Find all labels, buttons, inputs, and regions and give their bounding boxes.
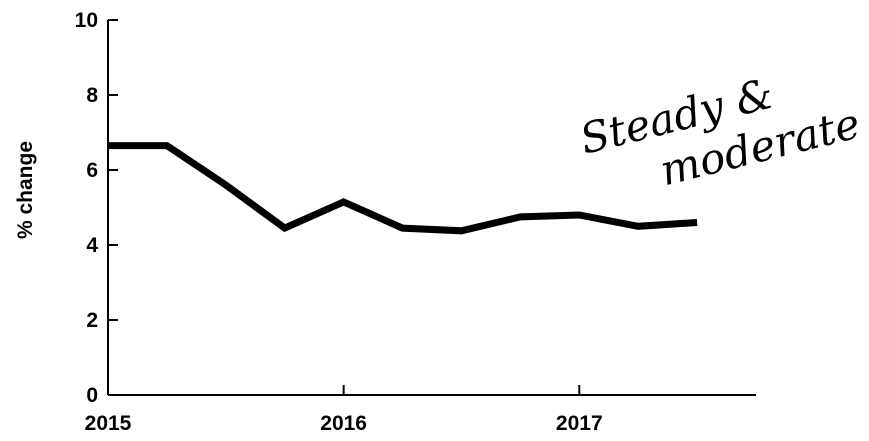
y-ticks: 0 2 4 6 8 10 [75,9,118,407]
series-layer [107,142,698,235]
x-tick-label: 2016 [320,412,367,435]
x-axis: 2015 2016 2017 [85,385,756,435]
y-tick-label: 6 [86,159,98,182]
x-tick-label: 2015 [85,412,132,435]
handwritten-annotation: Steady & moderate [575,69,865,196]
series-line [108,142,698,235]
y-tick-label: 4 [86,234,98,257]
y-tick-label: 8 [86,84,98,107]
x-ticks: 2015 2016 2017 [85,385,603,435]
y-axis-title: % change [14,141,37,239]
x-tick-label: 2017 [556,412,603,435]
y-tick-label: 10 [75,9,98,32]
y-tick-label: 2 [86,309,98,332]
y-axis: 0 2 4 6 8 10 [75,9,118,407]
y-tick-label: 0 [86,384,98,407]
